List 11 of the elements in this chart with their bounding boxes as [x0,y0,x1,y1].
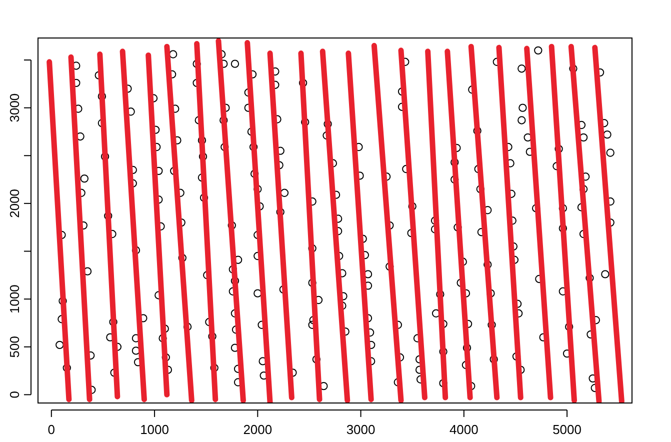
y-tick-label: 2000 [7,188,22,218]
y-tick-label: 0 [7,391,22,398]
y-tick-label: 1000 [7,284,22,314]
x-tick-label: 2000 [243,422,272,437]
y-tick-label: 3000 [7,93,22,122]
x-tick-label: 4000 [449,422,478,437]
x-tick-label: 5000 [552,422,582,437]
y-tick-label: 500 [7,336,22,358]
x-tick-label: 3000 [346,422,376,437]
x-tick-label: 0 [48,422,56,437]
x-tick-label: 1000 [140,422,169,437]
